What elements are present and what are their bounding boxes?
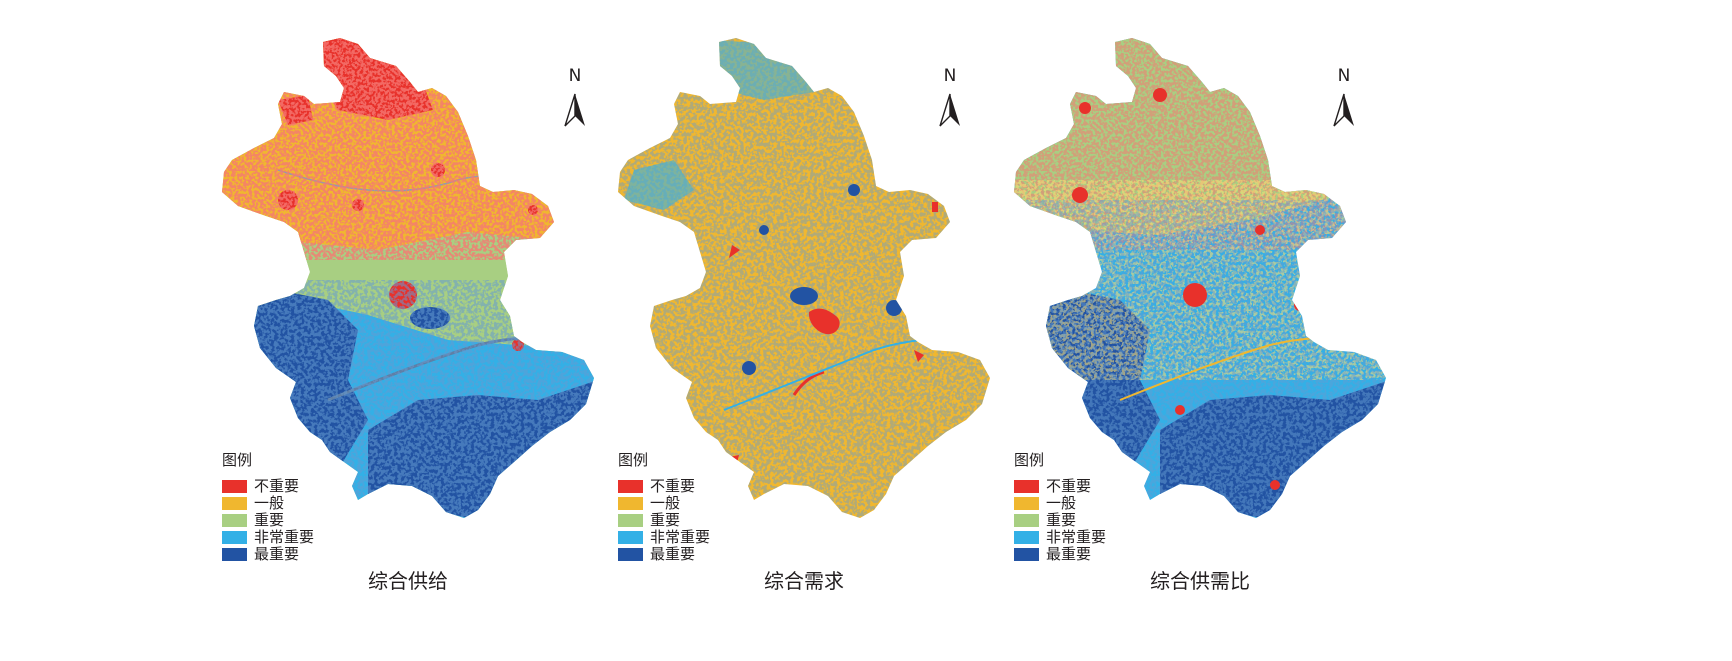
legend-swatch <box>222 480 247 493</box>
panel-title: 综合需求 <box>764 569 844 593</box>
legend-item: 重要 <box>1014 512 1106 529</box>
map-panel-supply: N 图例 不重要 一般 重要 非常重要 最重要 综合供给 <box>218 0 658 661</box>
legend: 图例 不重要 一般 重要 非常重要 最重要 <box>618 452 710 563</box>
north-arrow-icon <box>939 93 960 127</box>
legend-item: 最重要 <box>222 546 314 563</box>
north-arrow: N <box>555 66 595 146</box>
legend-swatch <box>1014 548 1039 561</box>
legend-item: 非常重要 <box>618 529 710 546</box>
legend-swatch <box>1014 531 1039 544</box>
legend-label: 最重要 <box>650 545 696 563</box>
legend-label: 不重要 <box>650 477 696 495</box>
legend-swatch <box>1014 514 1039 527</box>
legend-swatch <box>222 497 247 510</box>
legend-title: 图例 <box>1014 451 1045 469</box>
north-arrow: N <box>930 66 970 146</box>
map-panel-ratio: N 图例 不重要 一般 重要 非常重要 最重要 综合供需比 <box>1010 0 1450 661</box>
legend-swatch <box>222 531 247 544</box>
north-letter: N <box>1337 66 1351 86</box>
legend-label: 最重要 <box>254 545 300 563</box>
legend-label: 不重要 <box>254 477 300 495</box>
legend-title: 图例 <box>222 451 253 469</box>
legend-label: 非常重要 <box>254 528 315 546</box>
ratio-map <box>1014 38 1386 518</box>
legend-item: 重要 <box>222 512 314 529</box>
legend-item: 不重要 <box>222 478 314 495</box>
legend-label: 非常重要 <box>650 528 711 546</box>
legend-item: 不重要 <box>1014 478 1106 495</box>
legend-label: 非常重要 <box>1046 528 1107 546</box>
legend-swatch <box>618 514 643 527</box>
legend-title: 图例 <box>618 451 649 469</box>
legend-swatch <box>1014 480 1039 493</box>
legend-label: 重要 <box>254 511 285 529</box>
legend-item: 最重要 <box>618 546 710 563</box>
legend-label: 一般 <box>254 494 285 512</box>
legend-item: 一般 <box>222 495 314 512</box>
legend: 图例 不重要 一般 重要 非常重要 最重要 <box>222 452 314 563</box>
legend-swatch <box>222 548 247 561</box>
north-arrow-icon <box>564 93 585 127</box>
legend-item: 最重要 <box>1014 546 1106 563</box>
map-panel-demand: N 图例 不重要 一般 重要 非常重要 最重要 综合需求 <box>614 0 1054 661</box>
north-letter: N <box>568 66 582 86</box>
legend-swatch <box>618 480 643 493</box>
legend-item: 非常重要 <box>222 529 314 546</box>
legend-item: 一般 <box>1014 495 1106 512</box>
legend-swatch <box>222 514 247 527</box>
legend-label: 重要 <box>1046 511 1077 529</box>
legend-item: 一般 <box>618 495 710 512</box>
north-arrow-icon <box>1333 93 1354 127</box>
north-letter: N <box>943 66 957 86</box>
legend-label: 一般 <box>1046 494 1077 512</box>
legend-label: 重要 <box>650 511 681 529</box>
legend: 图例 不重要 一般 重要 非常重要 最重要 <box>1014 452 1106 563</box>
legend-swatch <box>1014 497 1039 510</box>
legend-item: 重要 <box>618 512 710 529</box>
panel-title: 综合供给 <box>368 569 448 593</box>
legend-swatch <box>618 531 643 544</box>
panel-title: 综合供需比 <box>1150 569 1250 593</box>
legend-item: 不重要 <box>618 478 710 495</box>
legend-label: 一般 <box>650 494 681 512</box>
legend-swatch <box>618 548 643 561</box>
legend-swatch <box>618 497 643 510</box>
north-arrow: N <box>1324 66 1364 146</box>
supply-map <box>222 38 594 518</box>
demand-map <box>618 38 990 518</box>
legend-label: 最重要 <box>1046 545 1092 563</box>
legend-label: 不重要 <box>1046 477 1092 495</box>
legend-item: 非常重要 <box>1014 529 1106 546</box>
